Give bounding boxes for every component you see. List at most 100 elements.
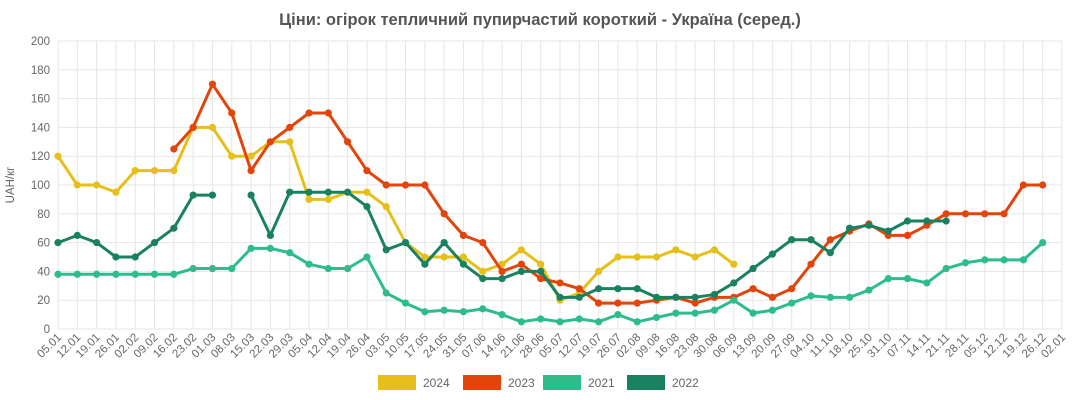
- data-point-2021[interactable]: [421, 308, 429, 316]
- data-point-2023[interactable]: [440, 210, 448, 218]
- data-point-2022[interactable]: [923, 217, 931, 225]
- data-point-2022[interactable]: [691, 293, 699, 301]
- data-point-2021[interactable]: [730, 296, 738, 304]
- data-point-2021[interactable]: [961, 259, 970, 267]
- data-point-2022[interactable]: [459, 260, 468, 268]
- data-point-2023[interactable]: [247, 167, 255, 175]
- data-point-2021[interactable]: [691, 309, 699, 317]
- data-point-2023[interactable]: [556, 279, 564, 287]
- data-point-2021[interactable]: [749, 309, 757, 317]
- data-point-2024[interactable]: [112, 188, 120, 196]
- data-point-2021[interactable]: [556, 318, 564, 326]
- data-point-2024[interactable]: [479, 267, 487, 275]
- data-point-2023[interactable]: [305, 109, 313, 117]
- data-point-2024[interactable]: [324, 195, 332, 203]
- data-point-2023[interactable]: [691, 299, 699, 307]
- data-point-2024[interactable]: [305, 195, 313, 203]
- data-point-2024[interactable]: [691, 253, 699, 261]
- data-point-2024[interactable]: [633, 253, 641, 261]
- data-point-2023[interactable]: [537, 275, 545, 283]
- data-point-2022[interactable]: [517, 267, 525, 275]
- data-point-2021[interactable]: [1019, 256, 1027, 264]
- data-point-2021[interactable]: [440, 306, 448, 314]
- data-point-2022[interactable]: [93, 239, 101, 247]
- data-point-2022[interactable]: [324, 188, 332, 196]
- data-point-2024[interactable]: [498, 260, 506, 268]
- data-point-2023[interactable]: [228, 109, 236, 117]
- data-point-2021[interactable]: [865, 286, 873, 294]
- data-point-2021[interactable]: [363, 253, 371, 261]
- data-point-2022[interactable]: [614, 285, 622, 293]
- data-point-2022[interactable]: [421, 260, 429, 268]
- data-point-2021[interactable]: [788, 299, 796, 307]
- data-point-2021[interactable]: [614, 311, 622, 319]
- data-point-2021[interactable]: [903, 275, 912, 283]
- data-point-2023[interactable]: [286, 123, 294, 131]
- data-point-2022[interactable]: [189, 191, 197, 199]
- data-point-2021[interactable]: [73, 270, 81, 278]
- data-point-2022[interactable]: [884, 227, 892, 235]
- data-point-2021[interactable]: [826, 293, 834, 301]
- data-point-2022[interactable]: [440, 239, 448, 247]
- data-point-2021[interactable]: [131, 270, 139, 278]
- data-point-2021[interactable]: [189, 264, 197, 273]
- data-point-2023[interactable]: [768, 293, 776, 301]
- data-point-2024[interactable]: [595, 267, 603, 275]
- data-point-2022[interactable]: [54, 239, 62, 247]
- data-point-2023[interactable]: [1039, 181, 1047, 189]
- data-point-2021[interactable]: [112, 270, 120, 278]
- data-point-2021[interactable]: [575, 315, 583, 323]
- data-point-2023[interactable]: [595, 299, 603, 307]
- data-point-2021[interactable]: [344, 264, 352, 273]
- data-point-2021[interactable]: [672, 309, 680, 317]
- legend-item-2021[interactable]: 2021: [543, 375, 615, 390]
- data-point-2023[interactable]: [807, 260, 815, 268]
- data-point-2022[interactable]: [498, 275, 506, 283]
- data-point-2022[interactable]: [807, 236, 815, 244]
- data-point-2022[interactable]: [73, 231, 81, 239]
- data-point-2022[interactable]: [788, 236, 796, 244]
- data-point-2021[interactable]: [923, 279, 931, 287]
- data-point-2021[interactable]: [382, 289, 390, 297]
- data-point-2021[interactable]: [286, 249, 294, 257]
- data-point-2022[interactable]: [401, 239, 410, 247]
- data-point-2024[interactable]: [730, 260, 738, 268]
- data-point-2023[interactable]: [498, 267, 506, 275]
- data-point-2023[interactable]: [575, 285, 583, 293]
- data-point-2022[interactable]: [170, 224, 178, 232]
- data-point-2024[interactable]: [73, 181, 81, 189]
- data-point-2024[interactable]: [710, 246, 719, 254]
- data-point-2022[interactable]: [730, 279, 738, 287]
- data-point-2021[interactable]: [768, 306, 776, 314]
- data-point-2024[interactable]: [382, 203, 390, 211]
- data-point-2021[interactable]: [93, 270, 101, 278]
- data-point-2022[interactable]: [247, 191, 255, 199]
- data-point-2024[interactable]: [517, 246, 525, 254]
- data-point-2021[interactable]: [324, 264, 332, 273]
- data-point-2021[interactable]: [652, 313, 661, 322]
- data-point-2024[interactable]: [208, 123, 217, 131]
- data-point-2021[interactable]: [266, 244, 274, 252]
- data-point-2022[interactable]: [112, 253, 120, 261]
- data-point-2024[interactable]: [247, 152, 255, 160]
- data-point-2022[interactable]: [382, 246, 390, 254]
- data-point-2022[interactable]: [865, 221, 873, 229]
- data-point-2024[interactable]: [459, 253, 468, 261]
- data-point-2024[interactable]: [440, 253, 448, 261]
- data-point-2021[interactable]: [595, 318, 603, 326]
- data-point-2022[interactable]: [826, 249, 834, 257]
- data-point-2023[interactable]: [788, 285, 796, 293]
- data-point-2023[interactable]: [421, 181, 429, 189]
- data-point-2023[interactable]: [344, 138, 352, 146]
- data-point-2023[interactable]: [189, 123, 197, 131]
- data-point-2023[interactable]: [266, 138, 274, 146]
- legend-item-2022[interactable]: 2022: [627, 375, 699, 390]
- data-point-2024[interactable]: [170, 167, 178, 175]
- data-point-2022[interactable]: [537, 267, 545, 275]
- data-point-2023[interactable]: [324, 109, 332, 117]
- data-point-2022[interactable]: [556, 293, 564, 301]
- data-point-2022[interactable]: [749, 264, 757, 273]
- data-point-2023[interactable]: [401, 181, 410, 189]
- data-point-2022[interactable]: [575, 293, 583, 301]
- data-point-2022[interactable]: [768, 250, 776, 258]
